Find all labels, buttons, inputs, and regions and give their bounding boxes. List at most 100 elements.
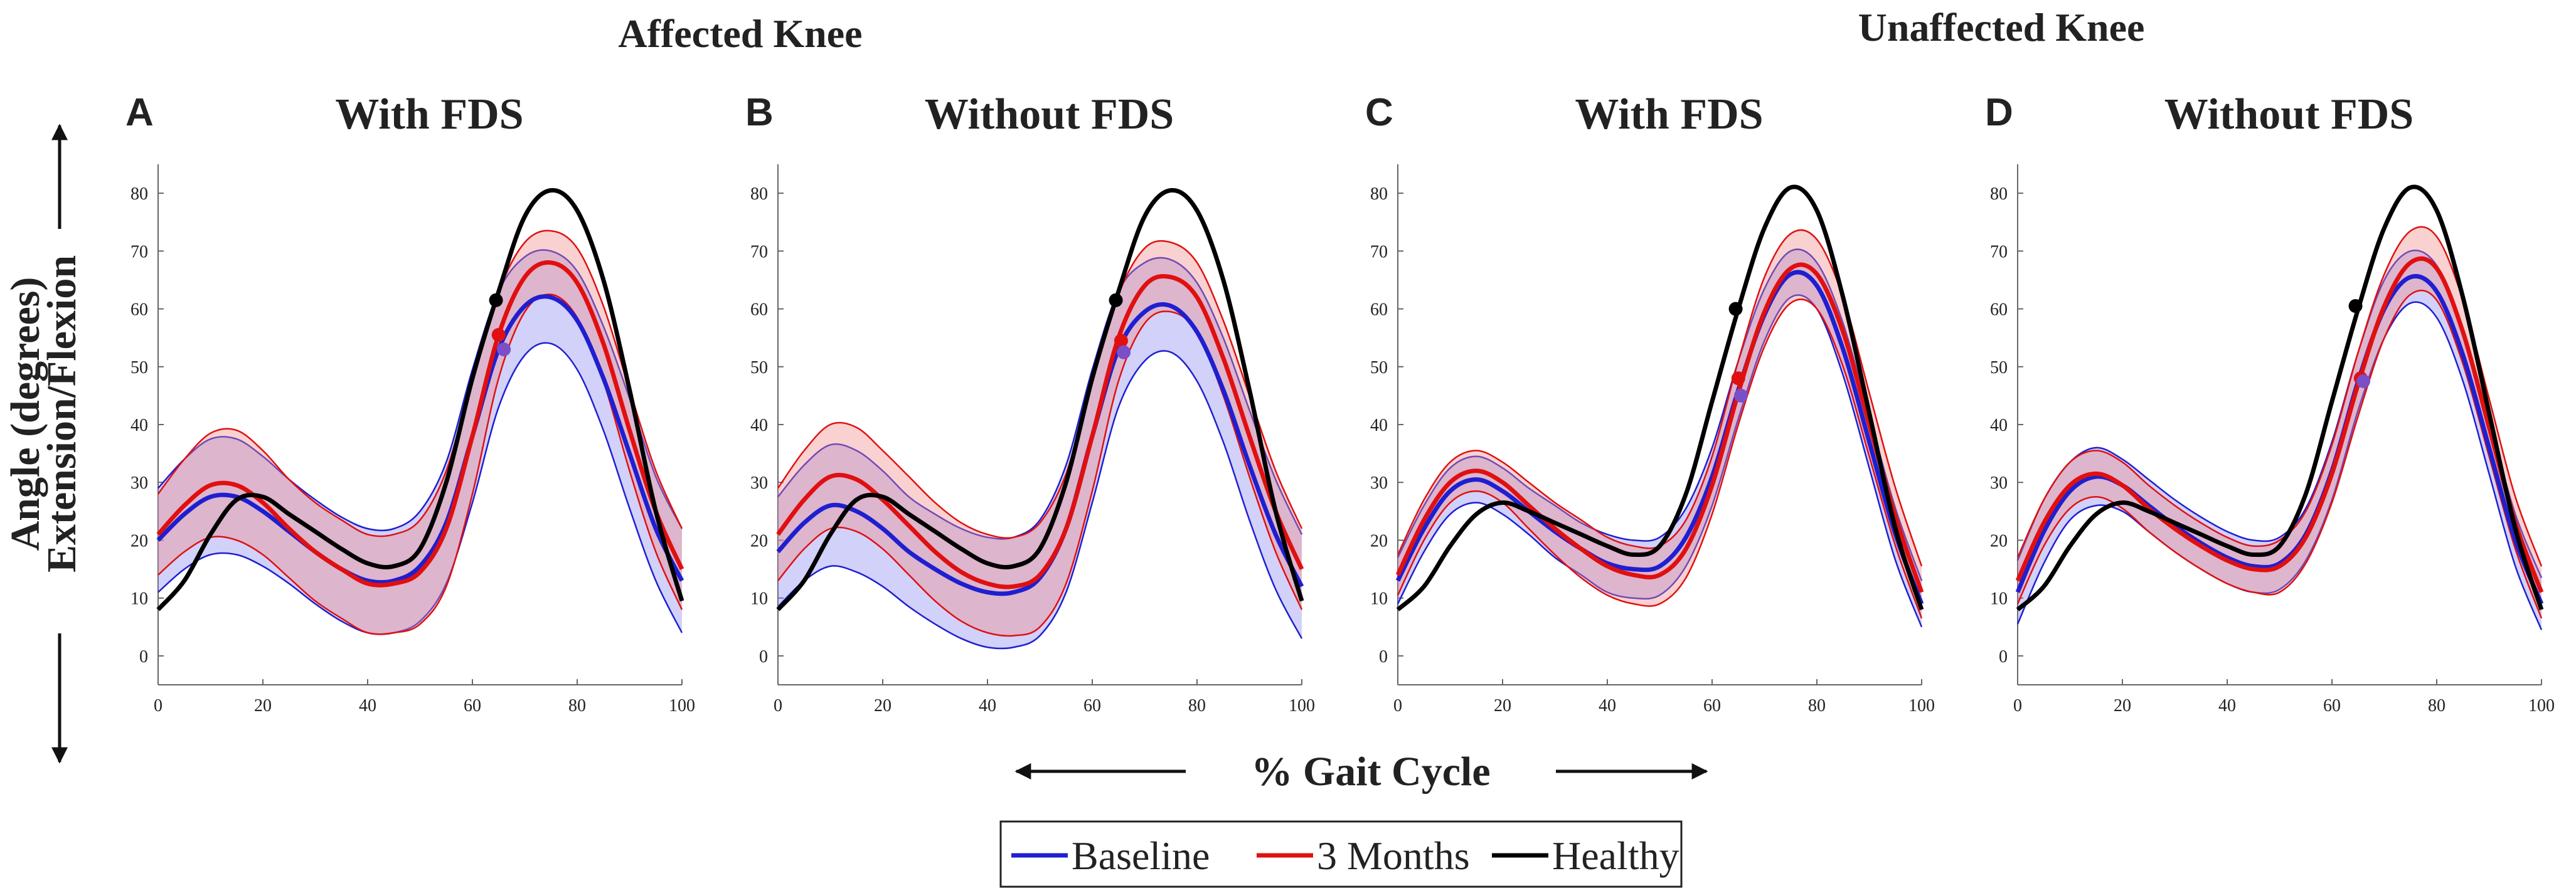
- x-tick-label: 40: [979, 696, 996, 716]
- mean-line-3-months: [1395, 262, 1924, 593]
- mean-line-healthy: [776, 188, 1304, 611]
- band-fill-3-months: [778, 241, 1302, 637]
- toe-off-marker-3-months: [491, 328, 506, 342]
- x-tick-label: 20: [254, 696, 272, 716]
- toe-off-marker-healthy: [1109, 293, 1123, 307]
- toe-off-marker-healthy: [1728, 302, 1743, 316]
- y-tick-label: 40: [1990, 416, 2008, 435]
- band-upper-baseline: [157, 249, 683, 532]
- x-tick-label: 100: [669, 696, 695, 716]
- y-tick-label: 0: [139, 647, 148, 667]
- legend: Baseline 3 Months Healthy: [999, 820, 1683, 888]
- x-tick-label: 80: [568, 696, 586, 716]
- x-tick-label: 20: [1494, 696, 1511, 716]
- mean-line-healthy: [156, 188, 684, 611]
- toe-off-marker-3-months: [1731, 371, 1745, 386]
- mean-line-3-months: [156, 260, 684, 588]
- panel-letter: B: [745, 91, 774, 134]
- x-tick-label: 60: [464, 696, 481, 716]
- x-tick-label: 100: [1908, 696, 1935, 716]
- y-tick-label: 70: [130, 242, 148, 262]
- y-tick-label: 30: [750, 473, 768, 493]
- x-tick-label: 100: [1289, 696, 1315, 716]
- y-tick-label: 20: [750, 531, 768, 551]
- x-tick-label: 0: [774, 696, 782, 716]
- y-tick-label: 70: [750, 242, 768, 262]
- panel-title: With FDS: [1575, 90, 1763, 139]
- legend-label-healthy: Healthy: [1552, 833, 1679, 878]
- y-tick-label: 60: [1370, 300, 1388, 320]
- x-tick-label: 0: [1393, 696, 1402, 716]
- band-upper-3-months: [157, 230, 683, 537]
- legend-label-baseline: Baseline: [1072, 833, 1210, 878]
- mean-line-3-months: [2015, 256, 2544, 593]
- y-tick-label: 50: [1370, 358, 1388, 378]
- y-axis-title: Angle (degrees) Extension/Flexion: [3, 124, 85, 764]
- band-lower-baseline: [1397, 294, 1923, 628]
- y-tick-label: 40: [130, 416, 148, 435]
- toe-off-marker-baseline: [1733, 388, 1748, 403]
- y-tick-label: 60: [750, 300, 768, 320]
- x-tick-label: 0: [2013, 696, 2022, 716]
- x-tick-label: 80: [2428, 696, 2446, 716]
- x-tick-label: 0: [154, 696, 162, 716]
- y-tick-label: 50: [750, 358, 768, 378]
- panel-c: C With FDS 0 10 20 30 40 50 60 70 80 0 20 40 60 80 100: [1365, 90, 1935, 716]
- y-tick-label: 70: [1370, 242, 1388, 262]
- toe-off-marker-3-months: [1114, 334, 1128, 348]
- y-axis-label-line2: Extension/Flexion: [39, 255, 85, 573]
- panel-title: With FDS: [335, 90, 523, 139]
- band-lower-baseline: [157, 342, 683, 635]
- y-tick-label: 80: [1990, 184, 2008, 204]
- toe-off-marker-baseline: [1117, 345, 1131, 359]
- band-upper-baseline: [1397, 248, 1923, 581]
- band-fill-baseline: [2018, 250, 2541, 630]
- panel-a: A With FDS 0 10 20 30 40 50 60 70 80 0 20 40 60 80 100: [125, 90, 695, 716]
- y-tick-label: 30: [130, 473, 148, 493]
- y-tick-label: 80: [750, 184, 768, 204]
- band-upper-baseline: [777, 256, 1303, 540]
- y-tick-label: 10: [1370, 589, 1388, 609]
- legend-label-3-months: 3 Months: [1317, 833, 1470, 878]
- y-tick-label: 50: [1990, 358, 2008, 378]
- y-tick-label: 70: [1990, 242, 2008, 262]
- y-tick-label: 50: [130, 358, 148, 378]
- y-tick-label: 10: [130, 589, 148, 609]
- y-tick-label: 20: [1370, 531, 1388, 551]
- y-tick-label: 60: [130, 300, 148, 320]
- toe-off-marker-baseline: [2356, 374, 2371, 388]
- panel-title: Without FDS: [925, 90, 1174, 139]
- panel-title: Without FDS: [2164, 90, 2414, 139]
- y-tick-label: 80: [1370, 184, 1388, 204]
- toe-off-marker-healthy: [489, 293, 503, 307]
- y-tick-label: 20: [1990, 531, 2008, 551]
- y-tick-label: 60: [1990, 300, 2008, 320]
- y-tick-label: 40: [1370, 416, 1388, 435]
- y-tick-label: 10: [750, 589, 768, 609]
- x-tick-label: 60: [1083, 696, 1101, 716]
- y-tick-label: 20: [130, 531, 148, 551]
- panel-d: D Without FDS 0 10 20 30 40 50 60 70 80 0 20 40 60 80 10…: [1985, 90, 2555, 716]
- panel-letter: A: [125, 91, 154, 134]
- x-tick-label: 20: [874, 696, 891, 716]
- y-tick-label: 40: [750, 416, 768, 435]
- x-tick-label: 40: [2218, 696, 2236, 716]
- mean-line-healthy: [2016, 184, 2544, 611]
- x-axis-label: % Gait Cycle: [1251, 749, 1490, 795]
- x-tick-label: 20: [2114, 696, 2131, 716]
- x-axis-title: % Gait Cycle: [1014, 749, 1708, 795]
- toe-off-marker-baseline: [497, 342, 511, 357]
- x-tick-label: 80: [1808, 696, 1826, 716]
- band-fill-3-months: [1398, 230, 1922, 618]
- mean-line-healthy: [1396, 184, 1924, 611]
- y-tick-label: 10: [1990, 589, 2008, 609]
- band-lower-3-months: [2016, 289, 2543, 619]
- panel-letter: C: [1365, 91, 1393, 134]
- y-tick-label: 0: [1379, 647, 1388, 667]
- band-fill-baseline: [1398, 249, 1922, 627]
- band-lower-baseline: [777, 350, 1303, 650]
- band-fill-baseline: [158, 250, 682, 635]
- toe-off-marker-healthy: [2348, 299, 2363, 313]
